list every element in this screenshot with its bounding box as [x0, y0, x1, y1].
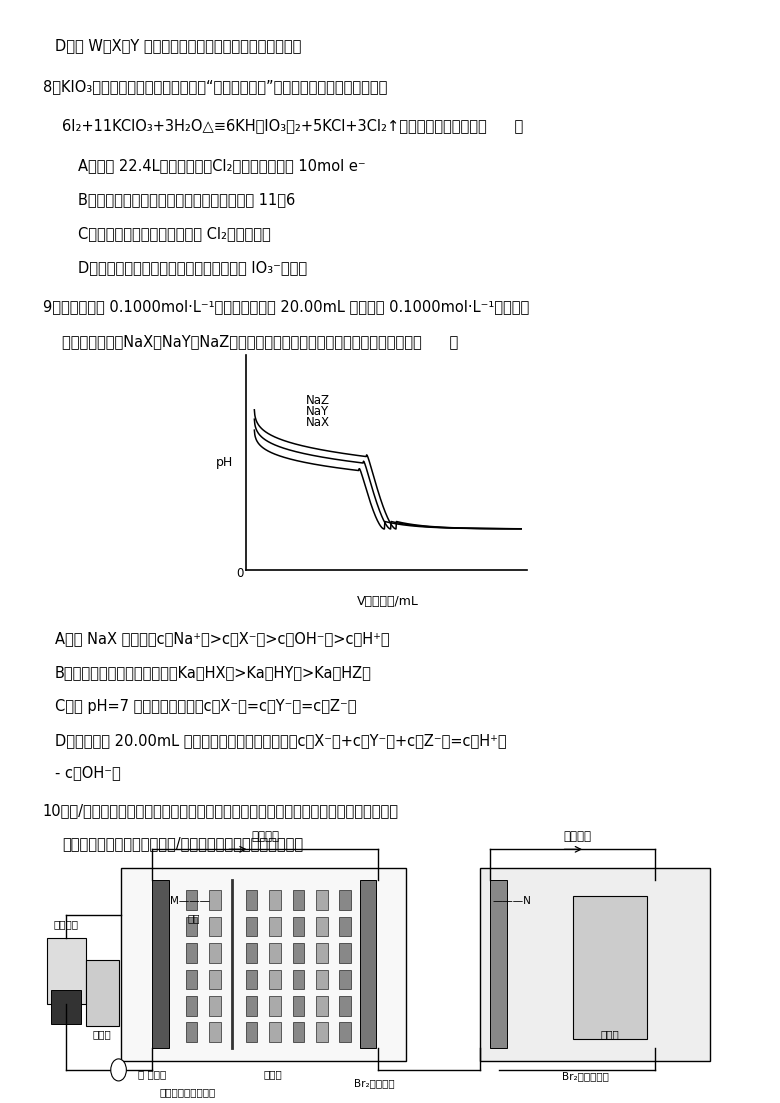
Bar — [339, 1022, 351, 1042]
Text: 双极性碳和塑料电极: 双极性碳和塑料电极 — [159, 1086, 215, 1097]
Bar — [490, 880, 507, 1048]
Text: 泵 锷电极: 泵 锷电极 — [138, 1069, 166, 1080]
Bar — [316, 943, 328, 963]
Text: 0: 0 — [236, 567, 244, 580]
Text: V（盐酸）/mL: V（盐酸）/mL — [356, 595, 419, 608]
Text: 8．KIO₃常用作食盐中的补碗剂，可用“氯酸钓氧化法”制备，该方法的第一步反应为: 8．KIO₃常用作食盐中的补碗剂，可用“氯酸钓氧化法”制备，该方法的第一步反应为 — [43, 79, 388, 95]
Bar — [269, 917, 281, 936]
Text: - c（OH⁻）: - c（OH⁻） — [55, 765, 120, 781]
Text: C．可用石灰乳吸收反应产生的 Cl₂制备漂白粉: C．可用石灰乳吸收反应产生的 Cl₂制备漂白粉 — [78, 226, 271, 242]
Bar — [292, 996, 304, 1016]
Bar — [269, 1022, 281, 1042]
Text: 的备用电源等。三单体串联锷/渴液流电池工作原理如图所示：: 的备用电源等。三单体串联锷/渴液流电池工作原理如图所示： — [62, 836, 303, 852]
Bar — [339, 890, 351, 910]
Text: Br₂复合物贮存: Br₂复合物贮存 — [562, 1071, 608, 1082]
Bar — [573, 896, 647, 1039]
Text: D．可用酸化的淠粉礖化钓溢液检验食盐中 IO₃⁻的存在: D．可用酸化的淠粉礖化钓溢液检验食盐中 IO₃⁻的存在 — [78, 260, 307, 276]
Text: A．产生 22.4L（标准状况）Cl₂时，反应中转移 10mol e⁻: A．产生 22.4L（标准状况）Cl₂时，反应中转移 10mol e⁻ — [78, 158, 366, 173]
Text: 6I₂+11KClO₃+3H₂O△≡6KH（IO₃）₂+5KCl+3Cl₂↑。下列说法错误的是（      ）: 6I₂+11KClO₃+3H₂O△≡6KH（IO₃）₂+5KCl+3Cl₂↑。下… — [62, 118, 523, 133]
Text: 9．常温下，用 0.1000mol·L⁻¹的盐酸分别滴定 20.00mL 浓度均为 0.1000mol·L⁻¹的三种一: 9．常温下，用 0.1000mol·L⁻¹的盐酸分别滴定 20.00mL 浓度均… — [43, 299, 529, 314]
Text: NaX: NaX — [306, 416, 329, 429]
Bar — [121, 868, 406, 1061]
Bar — [246, 943, 257, 963]
Bar — [269, 890, 281, 910]
Bar — [209, 1022, 221, 1042]
Text: D．分别滴加 20.00mL 盐酸后，再将三种溶液混合：c（X⁻）+c（Y⁻）+c（Z⁻）=c（H⁺）: D．分别滴加 20.00mL 盐酸后，再将三种溶液混合：c（X⁻）+c（Y⁻）+… — [55, 733, 506, 749]
Bar — [209, 917, 221, 936]
Bar — [86, 960, 119, 1026]
Bar — [152, 880, 169, 1048]
Text: D．由 W、X、Y 三种元素所组成化合物的水溶液均显酸性: D．由 W、X、Y 三种元素所组成化合物的水溶液均显酸性 — [55, 39, 301, 54]
Text: Br₂活性电极: Br₂活性电极 — [354, 1078, 395, 1089]
Text: C．当 pH=7 时，三种溶液中：c（X⁻）=c（Y⁻）=c（Z⁻）: C．当 pH=7 时，三种溶液中：c（X⁻）=c（Y⁻）=c（Z⁻） — [55, 699, 356, 715]
Bar — [186, 943, 197, 963]
Text: 沉积锷: 沉积锷 — [264, 1069, 282, 1080]
Bar — [292, 970, 304, 989]
Bar — [269, 970, 281, 989]
Bar — [186, 890, 197, 910]
Bar — [269, 943, 281, 963]
Bar — [269, 996, 281, 1016]
Text: NaY: NaY — [306, 405, 328, 418]
Text: A．该 NaX 溶液中：c（Na⁺）>c（X⁻）>c（OH⁻）>c（H⁺）: A．该 NaX 溶液中：c（Na⁺）>c（X⁻）>c（OH⁻）>c（H⁺） — [55, 631, 389, 646]
Bar — [209, 996, 221, 1016]
Bar — [51, 990, 81, 1024]
Bar — [246, 1022, 257, 1042]
Bar — [292, 890, 304, 910]
Bar — [209, 943, 221, 963]
Bar — [316, 970, 328, 989]
Bar — [316, 890, 328, 910]
Bar — [339, 970, 351, 989]
Bar — [246, 890, 257, 910]
Text: pH: pH — [216, 457, 233, 469]
Bar — [316, 917, 328, 936]
Circle shape — [111, 1059, 126, 1081]
Bar — [246, 917, 257, 936]
Bar — [186, 1022, 197, 1042]
Bar — [209, 890, 221, 910]
Text: 元弱酸的钓盐（NaX、NaY、NaZ）溶液，滴定曲线如图所示。下列判断错误的是（      ）: 元弱酸的钓盐（NaX、NaY、NaZ）溶液，滴定曲线如图所示。下列判断错误的是（… — [62, 334, 459, 350]
Bar — [360, 880, 376, 1048]
Text: M———: M——— — [170, 896, 210, 907]
Text: B．三种一元弱酸的电离常数：Ka（HX）>Ka（HY）>Ka（HZ）: B．三种一元弱酸的电离常数：Ka（HX）>Ka（HY）>Ka（HZ） — [55, 665, 371, 681]
Bar — [186, 996, 197, 1016]
Bar — [316, 1022, 328, 1042]
Text: NaZ: NaZ — [306, 394, 329, 407]
Text: 热交换器: 热交换器 — [54, 919, 79, 930]
Bar — [186, 917, 197, 936]
Bar — [47, 938, 86, 1004]
Text: 10．锷/渴液流电池是一种先进的水溶液电解质电池，广泛应用于再生能源储能和智能电网: 10．锷/渴液流电池是一种先进的水溶液电解质电池，广泛应用于再生能源储能和智能电… — [43, 803, 399, 818]
Bar — [292, 1022, 304, 1042]
Bar — [316, 996, 328, 1016]
Bar — [292, 917, 304, 936]
Bar — [246, 970, 257, 989]
Bar — [246, 996, 257, 1016]
Text: ———N: ———N — [493, 896, 532, 907]
Bar — [339, 917, 351, 936]
Text: B．反应中氧化剂和还原剂的物质的量之比为 11：6: B．反应中氧化剂和还原剂的物质的量之比为 11：6 — [78, 192, 296, 207]
Text: 隔膜: 隔膜 — [187, 912, 200, 923]
Bar — [186, 970, 197, 989]
Bar — [292, 943, 304, 963]
Text: 贮液器: 贮液器 — [601, 1029, 619, 1040]
Bar — [339, 996, 351, 1016]
Text: 贮液器: 贮液器 — [93, 1029, 112, 1040]
Text: 循环回路: 循环回路 — [251, 829, 279, 843]
Bar — [209, 970, 221, 989]
Bar — [339, 943, 351, 963]
Bar — [480, 868, 710, 1061]
Text: 循环回路: 循环回路 — [563, 829, 591, 843]
